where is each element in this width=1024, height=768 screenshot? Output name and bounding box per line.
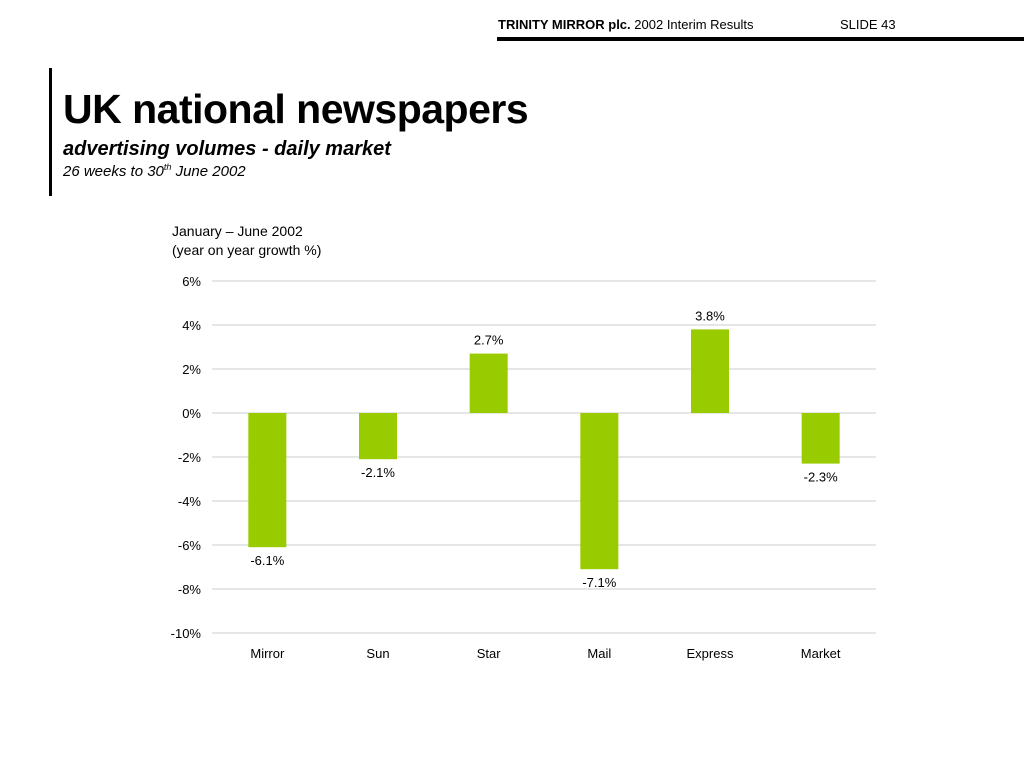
slide-number: SLIDE 43 [840, 17, 896, 32]
page-subtitle: advertising volumes - daily market [63, 138, 391, 160]
header-subtitle: 2002 Interim Results [634, 17, 754, 32]
x-tick-label: Sun [366, 646, 389, 661]
period-prefix: 26 weeks to 30 [63, 163, 164, 180]
y-tick-label: 4% [182, 318, 201, 333]
company-label: TRINITY MIRROR plc. [498, 17, 631, 32]
bar-market [801, 413, 840, 464]
data-label: 2.7% [474, 333, 504, 348]
bar-mirror [248, 413, 287, 548]
y-tick-label: 6% [182, 274, 201, 289]
period-suffix: June 2002 [171, 163, 246, 180]
chart-title: January – June 2002 [172, 223, 303, 239]
x-tick-label: Express [687, 646, 734, 661]
chart-ylabel: (year on year growth %) [172, 242, 322, 258]
data-label: -2.1% [361, 465, 395, 480]
y-tick-label: -8% [178, 582, 202, 597]
bar-mail [580, 413, 619, 570]
period-text: 26 weeks to 30th June 2002 [63, 162, 246, 180]
y-tick-label: -10% [171, 626, 202, 641]
data-label: -2.3% [804, 470, 838, 485]
company-name: TRINITY MIRROR plc. 2002 Interim Results [498, 17, 754, 32]
bar-sun [359, 413, 397, 460]
x-tick-label: Mirror [250, 646, 285, 661]
slide-header: TRINITY MIRROR plc. 2002 Interim Results… [497, 17, 1024, 41]
page-title: UK national newspapers [63, 86, 529, 132]
data-label: 3.8% [695, 308, 725, 323]
period-sup: th [163, 162, 172, 172]
y-tick-label: -6% [178, 538, 202, 553]
y-tick-label: -2% [178, 450, 202, 465]
title-accent-rule [49, 68, 52, 196]
data-label: -6.1% [250, 553, 284, 568]
x-tick-label: Mail [587, 646, 611, 661]
chart-caption: January – June 2002 (year on year growth… [172, 222, 321, 260]
x-tick-label: Star [477, 646, 502, 661]
bar-express [691, 329, 729, 413]
data-label: -7.1% [582, 575, 616, 590]
y-tick-label: 0% [182, 406, 201, 421]
x-tick-label: Market [801, 646, 841, 661]
y-tick-label: 2% [182, 362, 201, 377]
y-tick-label: -4% [178, 494, 202, 509]
header-rule [497, 37, 1024, 41]
bar-star [469, 353, 508, 413]
